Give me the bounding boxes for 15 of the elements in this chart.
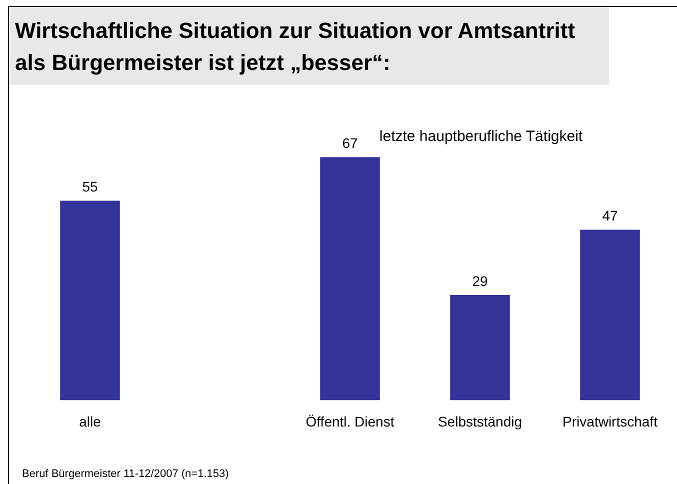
data-label: 55	[82, 178, 98, 195]
bar	[450, 295, 510, 400]
data-label: 47	[602, 208, 618, 224]
chart-subtitle: letzte hauptberufliche Tätigkeit	[379, 128, 583, 145]
data-label: 29	[472, 272, 488, 289]
chart-title: Wirtschaftliche Situation zur Situation vor Amtsantritt als Bürgermeister ist jetzt „besser“:	[9, 7, 609, 85]
bar	[60, 200, 120, 400]
x-tick-label: Öffentl. Dienst	[306, 413, 394, 430]
x-tick-label: Privatwirtschaft	[562, 413, 658, 430]
x-tick-label: alle	[79, 413, 102, 430]
text: Beruf Bürgermeister 11-12/2007 (n=1.153)	[22, 468, 229, 480]
bar	[580, 230, 640, 400]
x-tick-label: Selbstständig	[438, 413, 522, 430]
bar	[320, 157, 380, 400]
data-label: 67	[342, 135, 358, 152]
